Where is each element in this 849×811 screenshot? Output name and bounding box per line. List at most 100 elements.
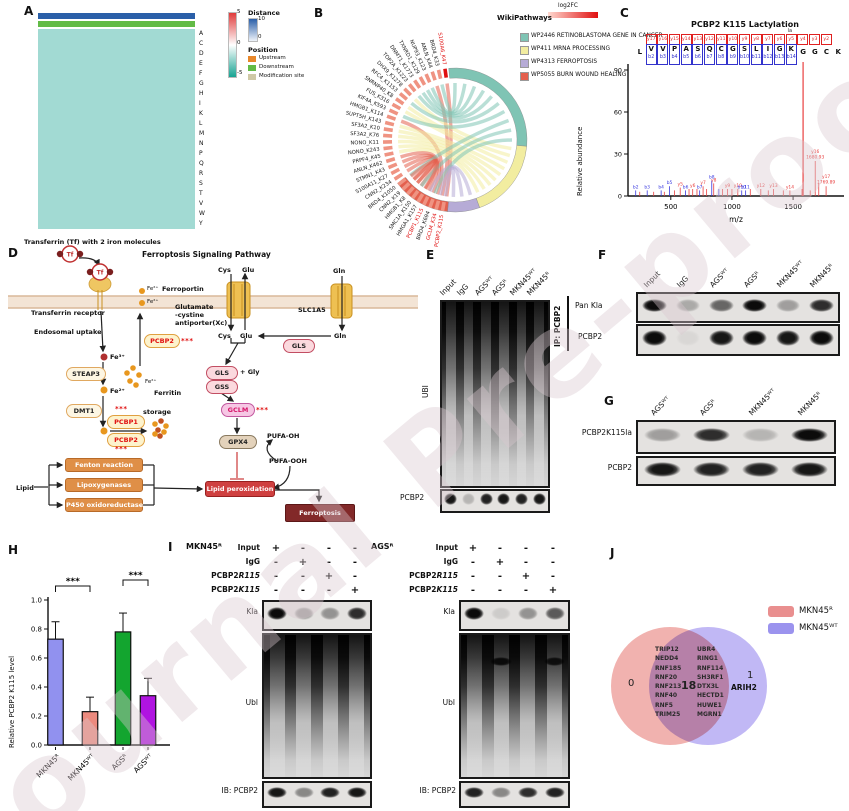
f-pcbp2-label: PCBP2 (578, 332, 603, 341)
y-tick-label: 60 (614, 108, 622, 116)
lane-label: Input (437, 277, 459, 298)
b-ion-label: b14 (786, 55, 796, 60)
iron-dot (76, 250, 84, 258)
ferritin-iron-dot (136, 372, 142, 378)
protein-band (532, 493, 546, 505)
chord-ribbon (433, 138, 513, 195)
fe2-dot (139, 288, 145, 294)
plus-minus-sign: + (548, 585, 558, 596)
gene-tick (393, 172, 404, 181)
gene-label: PRPF4_K45 (352, 154, 381, 166)
residue-letter: C (823, 48, 830, 56)
block1-ubl-blot (262, 633, 372, 779)
heatmap-row-label: Y (199, 220, 203, 227)
protein-band (675, 299, 701, 312)
residue-letter: S (742, 45, 748, 53)
venn-legend-swatch-mkn45wt (768, 623, 794, 634)
venn-gene: RNF114 (697, 664, 724, 672)
protein-band (491, 787, 511, 798)
lane-label: AGSᴿ (741, 269, 762, 290)
ferroportin-fe2-label: Fe²⁺ (147, 286, 159, 292)
heatmap-row-label: E (199, 60, 203, 67)
heatmap-row-label: I (199, 100, 201, 107)
g-pcbp2-blot (636, 456, 836, 486)
x-category-label: AGSᵂᵀ (132, 752, 155, 775)
lane-streak (534, 302, 545, 486)
lane-streak (322, 635, 338, 777)
sig-stars: *** (128, 571, 142, 581)
x-tick-label: 1000 (723, 203, 741, 211)
ubl-row-label: Ubl (245, 698, 258, 707)
heatmap-row-label: H (199, 90, 204, 97)
x-category-label: MKN45ᴿ (34, 752, 62, 780)
ib-pcbp2-label: IB: PCBP2 (419, 786, 456, 795)
block2-kla-blot (459, 600, 570, 631)
bar (47, 638, 64, 746)
pathway-label-wp2446: WP2446 RETINOBLASTOMA GENE IN CANCER (531, 33, 663, 39)
membrane-fe2-label: Fe²⁺ (147, 299, 159, 305)
panel-c-label: C (620, 6, 629, 20)
peak-ion-label: y17 (822, 174, 830, 180)
lane-label: MKN45ᵂᵀ (746, 386, 778, 418)
log2fc-gradient-bar (548, 12, 598, 18)
protein-band (693, 461, 730, 477)
sig-stars: *** (66, 577, 80, 587)
gene-tick (398, 92, 409, 101)
spectrum-title: PCBP2 K115 Lactylation (691, 20, 799, 29)
x-tick-label: 1500 (784, 203, 802, 211)
heatmap-row-label: C (199, 40, 204, 47)
pathway-swatch-wp5055 (520, 72, 529, 81)
peak-ion-label: b4 (658, 184, 664, 190)
colorbar-tick-max: 5 (237, 9, 241, 15)
lane-streak (463, 302, 474, 486)
gene-label: SF3A2_K10 (351, 121, 381, 131)
peptide-residue-cell: K (832, 34, 844, 64)
heatmap-row-label: W (199, 210, 205, 217)
chord-ribbon (417, 94, 493, 120)
protein-band (642, 299, 667, 312)
perox-to-ferroptosis-arrow (273, 489, 323, 503)
endosomal-arrow (99, 310, 107, 353)
distance-legend-title: Distance (248, 9, 280, 17)
residue-letter: G (800, 48, 807, 56)
gene-tick (384, 151, 394, 157)
gene-tick (428, 198, 435, 209)
peak-ion-label: y5 (678, 182, 684, 188)
venn-right-gene: ARIH2 (731, 683, 757, 692)
pathway-label-wp4313: WP4313 FERROPTOSIS (531, 59, 598, 65)
position-swatch-modsite (248, 74, 256, 80)
position-swatch-downstream (248, 65, 256, 71)
heatmap-row-label: Q (199, 160, 204, 167)
gclm-stars: *** (256, 406, 269, 414)
fe3-label: Fe³⁺ (110, 353, 125, 361)
fenton-box: Fenton reaction (65, 458, 143, 472)
chord-ribbon (410, 101, 500, 124)
gln-top-label: Gln (333, 267, 346, 275)
bar-y-axis-label: Relative PCBP2 K115 level (8, 655, 16, 748)
colorbar-tick-mid: 0 (237, 40, 241, 46)
b-ion-label: b7 (706, 55, 713, 60)
protein-band (775, 299, 801, 312)
chord-ribbon (404, 110, 509, 164)
bar (139, 695, 157, 746)
condition-row-label: Input (237, 543, 260, 552)
venn-gene: RNF213 (655, 683, 682, 691)
pufa-cycle-arrow (265, 439, 278, 462)
protein-band (517, 607, 538, 620)
residue-letter: G (811, 48, 818, 56)
pcbp2-stars: *** (115, 445, 128, 453)
gene-label: NONO_K11 (350, 140, 379, 147)
pcbp2-ferroportin-stars: *** (181, 337, 194, 345)
lane-label: MKN45ᵂᵀ (774, 258, 806, 290)
venn-right-count: 1 (747, 670, 754, 681)
position-legend-title: Position (248, 46, 278, 54)
